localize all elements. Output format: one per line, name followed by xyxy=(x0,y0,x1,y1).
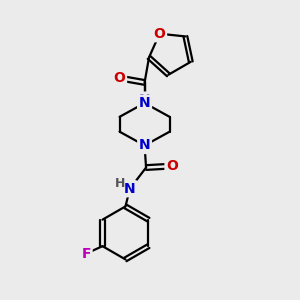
Text: N: N xyxy=(139,96,150,110)
Text: H: H xyxy=(114,177,125,190)
Text: F: F xyxy=(82,247,91,260)
Text: O: O xyxy=(154,27,166,41)
Text: N: N xyxy=(124,182,136,196)
Text: N: N xyxy=(139,139,150,152)
Text: O: O xyxy=(166,159,178,173)
Text: O: O xyxy=(114,71,125,85)
Text: N: N xyxy=(139,93,150,107)
